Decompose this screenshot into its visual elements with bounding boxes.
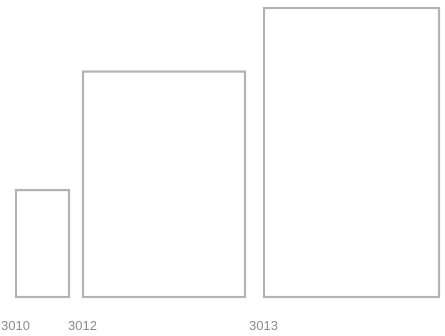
bar-3012 [81, 70, 247, 299]
x-tick-label-3010: 3010 [1, 318, 30, 333]
x-tick-label-3012: 3012 [68, 318, 97, 333]
x-tick-label-3013: 3013 [249, 318, 278, 333]
category-labels-group: 3010 3012 3013 [1, 318, 278, 333]
bars-group [14, 6, 441, 299]
bar-3010 [14, 188, 71, 299]
bar-3013 [262, 6, 441, 299]
